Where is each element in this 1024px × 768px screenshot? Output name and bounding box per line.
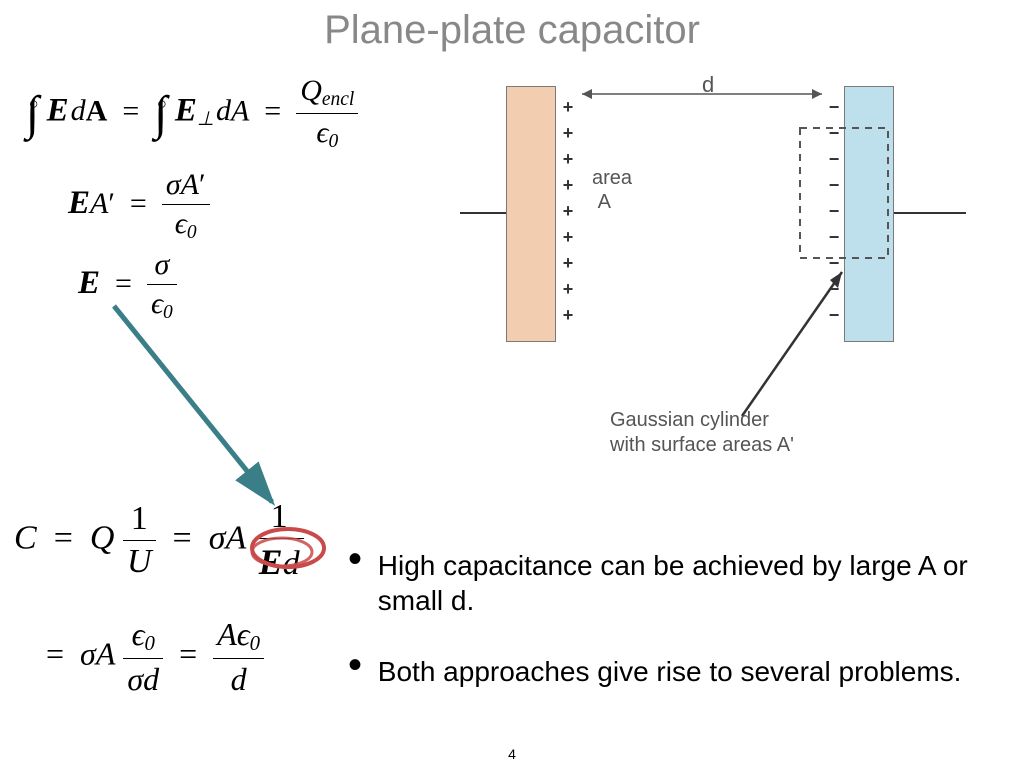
bullet-1: • High capacitance can be achieved by la… (348, 548, 968, 618)
bullet-icon: • (348, 548, 362, 570)
bullet-2: • Both approaches give rise to several p… (348, 654, 968, 689)
page-number: 4 (0, 746, 1024, 762)
capacitor-diagram: +++ +++ +++ −−− −−− −−− d area A Gaussia… (470, 76, 990, 446)
gaussian-label: Gaussian cylinder with surface areas A' (610, 408, 794, 458)
bullet-icon: • (348, 654, 362, 676)
gaussian-cylinder (470, 76, 990, 446)
